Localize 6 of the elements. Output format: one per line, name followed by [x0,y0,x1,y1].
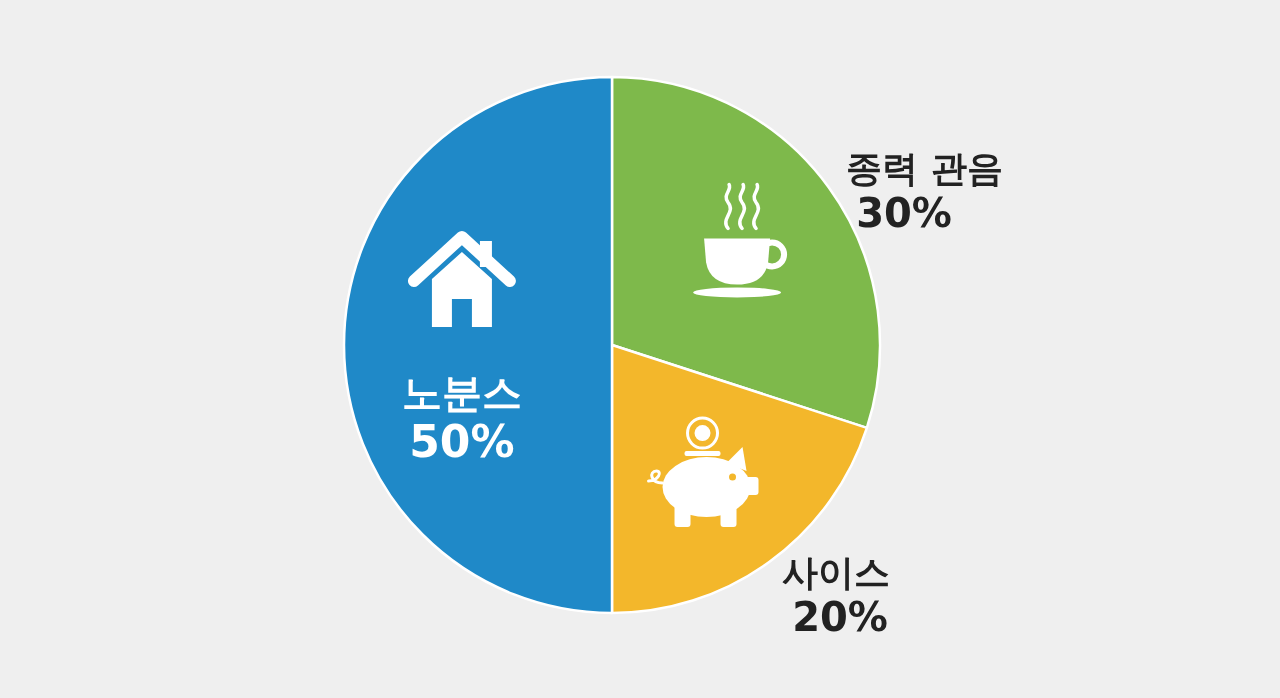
data-label: 50% [409,416,515,467]
data-label: 30% [856,189,952,236]
slice-label: 종력 관음 [846,147,1003,189]
slice-label: 노분스 [401,370,522,416]
data-label: 20% [792,594,888,641]
slice-label: 사이스 [782,552,891,594]
